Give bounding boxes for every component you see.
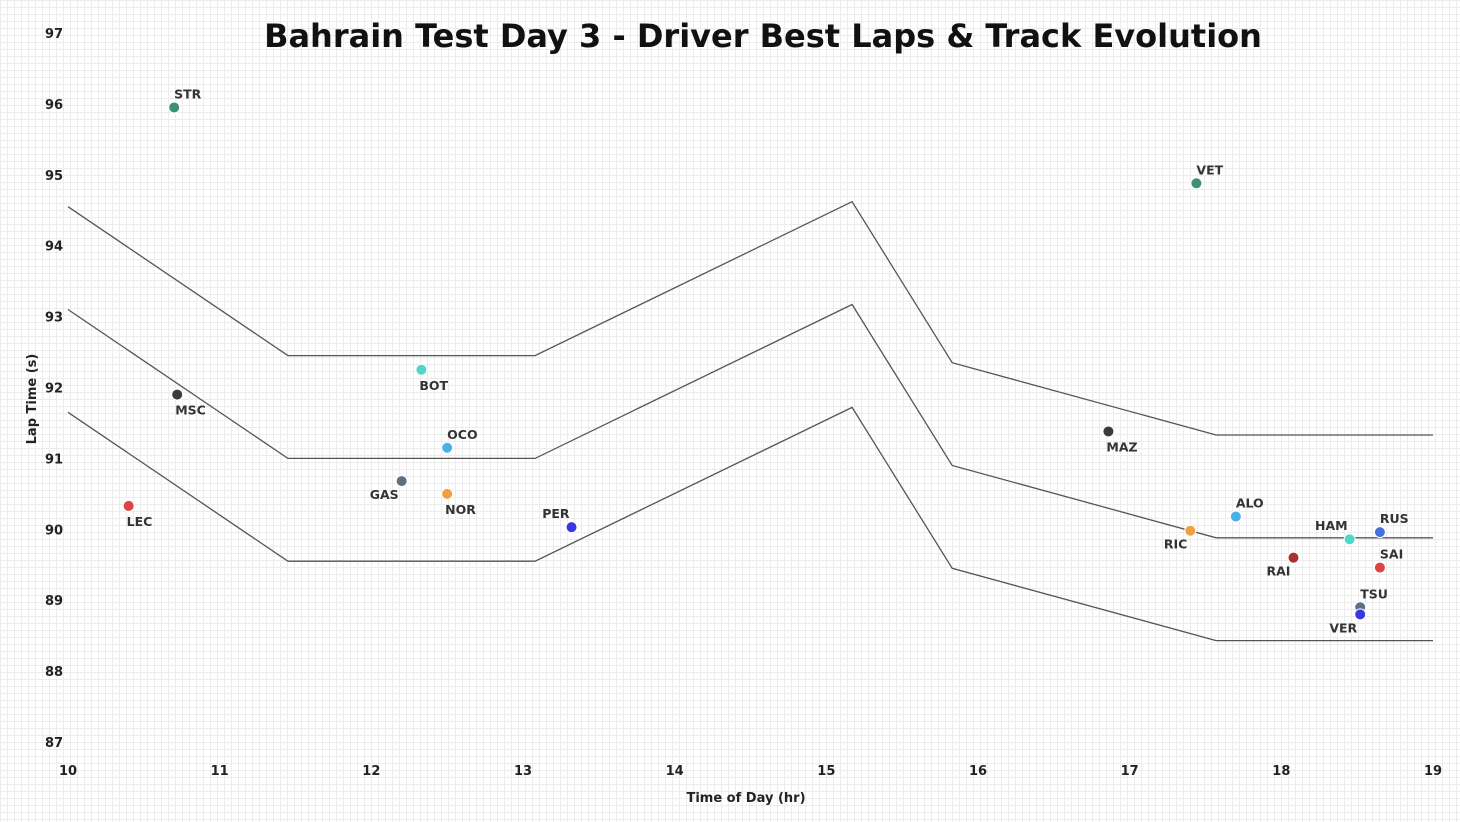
data-point-ric [1184, 524, 1197, 537]
x-axis-label: Time of Day (hr) [686, 791, 805, 806]
x-tick-label: 15 [817, 764, 835, 779]
x-tick-label: 10 [59, 764, 77, 779]
data-point-nor [441, 487, 454, 500]
x-tick-label: 16 [969, 764, 987, 779]
y-tick-label: 89 [45, 594, 63, 609]
point-label-ham: HAM [1315, 518, 1348, 533]
y-tick-label: 91 [45, 452, 63, 467]
point-label-alo: ALO [1236, 496, 1264, 511]
y-tick-label: 90 [45, 523, 63, 538]
y-tick-label: 95 [45, 169, 63, 184]
chart-title: Bahrain Test Day 3 - Driver Best Laps & … [264, 17, 1262, 55]
y-tick-label: 87 [45, 736, 63, 751]
y-tick-label: 92 [45, 382, 63, 397]
track-evolution-line-1 [67, 200, 1433, 436]
data-point-bot [415, 363, 428, 376]
point-label-vet: VET [1196, 162, 1223, 177]
x-tick-label: 17 [1121, 764, 1139, 779]
point-label-sai: SAI [1380, 547, 1403, 562]
point-label-tsu: TSU [1360, 586, 1388, 601]
data-point-str [168, 101, 181, 114]
data-point-rai [1287, 551, 1300, 564]
x-axis-ticks: 10 11 12 13 14 15 16 17 18 19 [59, 764, 1442, 779]
point-label-nor: NOR [445, 502, 476, 517]
x-tick-label: 18 [1272, 764, 1290, 779]
data-point-alo [1229, 510, 1242, 523]
data-point-per [565, 521, 578, 534]
data-point-lec [122, 499, 135, 512]
point-label-per: PER [542, 506, 570, 521]
data-point-maz [1102, 425, 1115, 438]
track-evolution-lines [67, 200, 1433, 642]
data-point-rus [1373, 526, 1386, 539]
point-label-str: STR [174, 86, 202, 101]
data-point-gas [395, 475, 408, 488]
y-tick-label: 94 [45, 240, 63, 255]
point-label-rus: RUS [1380, 511, 1409, 526]
y-tick-label: 93 [45, 311, 63, 326]
point-label-gas: GAS [370, 487, 399, 502]
x-tick-label: 13 [514, 764, 532, 779]
data-point-ham [1343, 533, 1356, 546]
data-point-ver [1354, 608, 1367, 621]
track-evolution-line-3 [67, 406, 1433, 642]
x-tick-label: 14 [666, 764, 684, 779]
y-axis-ticks: 87 88 89 90 91 92 93 94 95 96 97 [45, 27, 63, 751]
point-labels: STR MSC LEC BOT OCO GAS NOR PER VET MAZ RIC ALO HAM R… [127, 86, 1409, 635]
data-point-msc [171, 388, 184, 401]
y-tick-label: 97 [45, 27, 63, 42]
data-point-vet [1190, 177, 1203, 190]
x-tick-label: 19 [1424, 764, 1442, 779]
point-label-msc: MSC [175, 403, 206, 418]
point-label-bot: BOT [419, 378, 448, 393]
point-label-rai: RAI [1267, 564, 1291, 579]
point-label-oco: OCO [447, 427, 477, 442]
point-label-ver: VER [1329, 620, 1357, 635]
point-label-ric: RIC [1164, 537, 1187, 552]
x-tick-label: 11 [211, 764, 229, 779]
y-axis-label: Lap Time (s) [25, 354, 40, 445]
track-evolution-line-2 [67, 303, 1433, 539]
x-tick-label: 12 [362, 764, 380, 779]
y-tick-label: 96 [45, 98, 63, 113]
data-point-oco [441, 441, 454, 454]
y-tick-label: 88 [45, 665, 63, 680]
data-points [122, 101, 1386, 621]
point-label-lec: LEC [127, 514, 153, 529]
point-label-maz: MAZ [1106, 439, 1137, 454]
data-point-sai [1373, 561, 1386, 574]
